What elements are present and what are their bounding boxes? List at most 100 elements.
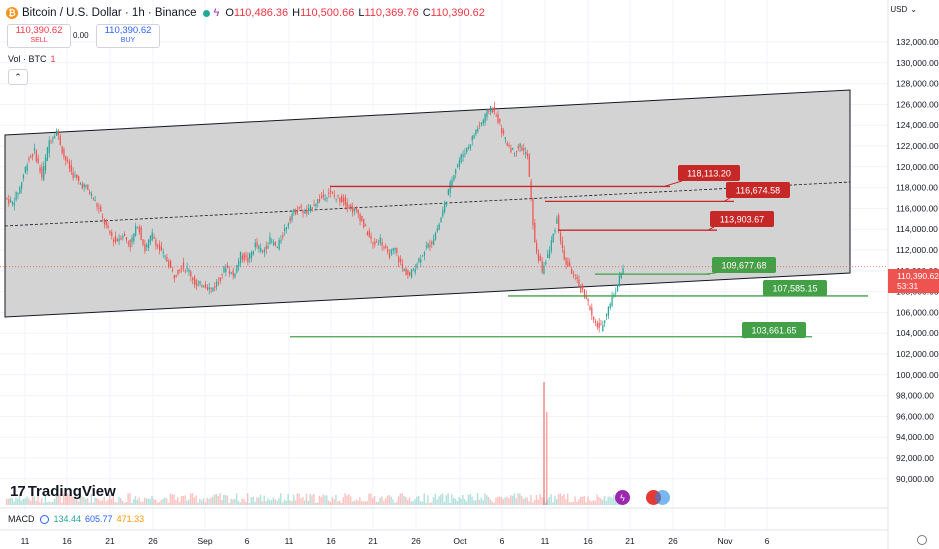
candle-body xyxy=(133,233,135,241)
candle-body xyxy=(221,273,223,276)
buy-label: BUY xyxy=(120,37,136,44)
macd-legend[interactable]: MACD 134.44 605.77 471.33 xyxy=(8,514,144,524)
candle-body xyxy=(21,182,23,189)
gear-icon[interactable] xyxy=(917,535,927,545)
candle-body xyxy=(153,237,155,239)
candle-body xyxy=(616,285,619,292)
volume-bar xyxy=(182,495,185,505)
y-tick-label: 106,000.00 xyxy=(896,307,939,317)
volume-bar xyxy=(243,498,245,505)
us-event-icon[interactable] xyxy=(655,490,670,505)
candle-body xyxy=(569,262,571,266)
candle-body xyxy=(61,146,63,154)
volume-bar xyxy=(541,496,543,505)
tradingview-logo[interactable]: 17 TradingView xyxy=(10,483,116,500)
candle-body xyxy=(622,268,624,275)
price-level-tag[interactable] xyxy=(712,257,776,273)
candle-body xyxy=(138,227,140,233)
volume-bar xyxy=(116,502,118,505)
volume-bar xyxy=(188,499,190,505)
price-level-label: 118,113.20 xyxy=(687,169,731,179)
candle-body xyxy=(499,119,501,123)
candle-body xyxy=(98,207,100,209)
volume-bar xyxy=(292,494,295,505)
volume-bar xyxy=(199,498,201,505)
x-tick-label: 21 xyxy=(368,536,378,546)
candle-body xyxy=(59,135,61,146)
volume-bar xyxy=(94,497,96,505)
volume-bar xyxy=(445,495,448,505)
candle-body xyxy=(120,237,122,240)
candle-body xyxy=(236,264,238,273)
candle-body xyxy=(589,306,591,311)
volume-bar xyxy=(381,496,383,505)
candle-body xyxy=(317,199,319,204)
volume-bar xyxy=(208,498,210,505)
candle-body xyxy=(431,241,433,244)
volume-indicator-legend[interactable]: Vol · BTC 1 xyxy=(8,54,56,64)
volume-value: 1 xyxy=(50,54,56,64)
volume-bar xyxy=(178,502,181,505)
volume-bar xyxy=(193,497,196,505)
sell-button[interactable]: 110,390.62 SELL xyxy=(7,24,71,48)
candle-body xyxy=(210,287,212,289)
candle-body xyxy=(89,192,91,194)
volume-bar xyxy=(226,495,229,505)
volume-bar xyxy=(44,494,47,505)
macd-settings-icon[interactable] xyxy=(39,514,49,524)
candle-body xyxy=(524,152,527,154)
currency-selector[interactable]: USD ⌄ xyxy=(890,5,917,14)
buy-button[interactable]: 110,390.62 BUY xyxy=(96,24,160,48)
price-level-tag[interactable] xyxy=(726,182,790,198)
candle-body xyxy=(581,285,584,290)
candle-body xyxy=(83,184,85,187)
candle-body xyxy=(151,232,153,241)
volume-bar xyxy=(186,500,188,505)
candle-body xyxy=(171,270,174,272)
candle-body xyxy=(33,148,36,151)
symbol-title[interactable]: Bitcoin / U.S. Dollar · 1h · Binance xyxy=(22,7,197,19)
time-axis[interactable]: 11 16 21 26 Sep 6 11 16 21 26 Oct 6 11 16 21 26 Nov 6 xyxy=(21,536,770,546)
price-level-tag[interactable] xyxy=(678,165,740,181)
volume-bar xyxy=(327,500,330,505)
volume-bar xyxy=(118,496,120,505)
candle-body xyxy=(556,218,558,224)
price-level-tag[interactable] xyxy=(742,322,806,338)
candle-body xyxy=(238,261,240,267)
candle-body xyxy=(605,314,608,317)
candle-body xyxy=(43,165,45,180)
x-tick-label: 6 xyxy=(245,536,250,546)
price-level-tag[interactable] xyxy=(710,211,774,227)
candle-body xyxy=(320,196,323,198)
volume-bar xyxy=(184,495,186,505)
candle-body xyxy=(438,224,440,230)
volume-bar xyxy=(261,501,264,505)
candle-body xyxy=(379,237,381,244)
collapse-legend-button[interactable]: ⌃ xyxy=(8,69,28,85)
candle-body xyxy=(401,263,403,269)
volume-bar xyxy=(57,495,59,505)
volume-bar xyxy=(285,500,288,505)
event-icon[interactable]: ϟ xyxy=(615,490,630,505)
volume-bar xyxy=(281,502,284,505)
volume-bar xyxy=(33,496,36,505)
candle-body xyxy=(449,181,451,193)
candle-body xyxy=(204,284,207,288)
candle-body xyxy=(57,130,60,136)
price-level-connector xyxy=(703,272,717,275)
volume-bar xyxy=(210,497,212,505)
candle-body xyxy=(214,286,216,288)
volume-bar xyxy=(101,500,104,505)
volume-bar xyxy=(590,501,593,505)
volume-bar xyxy=(206,497,208,505)
candle-body xyxy=(361,215,363,221)
candle-body xyxy=(227,265,229,268)
candle-body xyxy=(523,148,525,151)
x-tick-label: 16 xyxy=(583,536,593,546)
volume-bar xyxy=(109,494,111,505)
candle-body xyxy=(13,202,15,206)
price-axis[interactable]: 132,000.00 130,000.00 128,000.00 126,000.00… xyxy=(896,37,939,484)
volume-bar xyxy=(329,502,332,505)
price-level-tag[interactable] xyxy=(763,280,827,296)
